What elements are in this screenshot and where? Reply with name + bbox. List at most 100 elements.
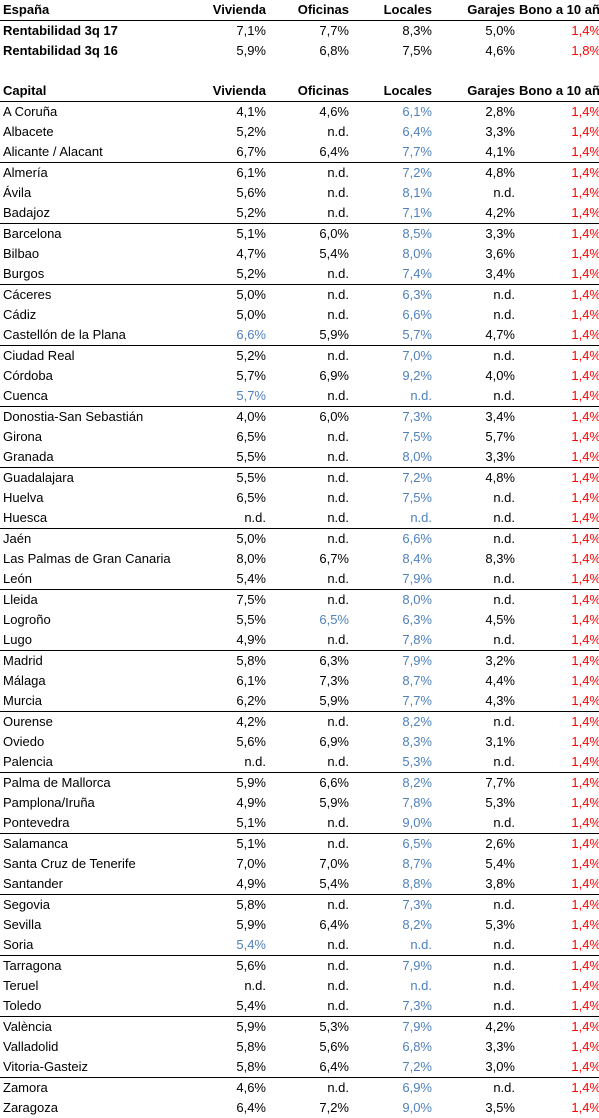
cell-oficinas: Oficinas: [268, 81, 351, 102]
cell-bono: 1,4%: [517, 691, 599, 712]
cell-garajes: 4,4%: [485, 673, 515, 688]
cell-locales: 8,0%: [402, 592, 432, 607]
cell-locales: n.d.: [351, 386, 434, 407]
cell-label: Castellón de la Plana: [0, 325, 205, 346]
cell-bono: 1,4%: [571, 612, 599, 627]
cell-garajes: 4,2%: [485, 1019, 515, 1034]
cell-oficinas: n.d.: [327, 429, 349, 444]
cell-locales: 8,3%: [402, 734, 432, 749]
cell-vivienda: 4,1%: [236, 104, 266, 119]
cell-label: Málaga: [3, 673, 46, 688]
cell-garajes: 4,7%: [434, 325, 517, 346]
table-row: Girona 6,5% n.d. 7,5% 5,7% 1,4%: [0, 427, 599, 447]
cell-vivienda: 5,5%: [236, 612, 266, 627]
table-row: Bilbao 4,7% 5,4% 8,0% 3,6% 1,4%: [0, 244, 599, 264]
cell-oficinas: 6,4%: [268, 142, 351, 163]
cell-garajes: n.d.: [493, 348, 515, 363]
table-row: Córdoba 5,7% 6,9% 9,2% 4,0% 1,4%: [0, 366, 599, 386]
cell-label: Capital: [0, 81, 205, 102]
cell-locales: 7,0%: [402, 348, 432, 363]
cell-locales: Locales: [351, 0, 434, 21]
cell-locales: 7,3%: [402, 897, 432, 912]
cell-vivienda: 6,1%: [236, 165, 266, 180]
cell-oficinas: 6,7%: [319, 551, 349, 566]
cell-locales: 7,2%: [402, 165, 432, 180]
cell-label: Huelva: [3, 490, 44, 505]
table-row: Sevilla 5,9% 6,4% 8,2% 5,3% 1,4%: [0, 915, 599, 935]
cell-oficinas: n.d.: [327, 124, 349, 139]
cell-oficinas: n.d.: [327, 470, 349, 485]
cell-bono: 1,4%: [517, 386, 599, 407]
cell-bono: 1,4%: [571, 124, 599, 139]
cell-garajes: 3,6%: [485, 246, 515, 261]
cell-label: Madrid: [3, 653, 43, 668]
cell-oficinas: n.d.: [327, 531, 349, 546]
cell-garajes: n.d.: [493, 714, 515, 729]
cell-oficinas: 7,3%: [319, 673, 349, 688]
cell-locales: 7,3%: [351, 996, 434, 1017]
cell-label: A Coruña: [3, 104, 58, 119]
cell-vivienda: 5,2%: [205, 203, 268, 224]
cell-bono: 1,4%: [517, 630, 599, 651]
cell-label: Ávila: [3, 185, 32, 200]
cell-vivienda: 5,7%: [205, 386, 268, 407]
table-row: Santander 4,9% 5,4% 8,8% 3,8% 1,4%: [0, 874, 599, 895]
cell-label: Almería: [3, 165, 48, 180]
cell-bono: Bono a 10 años: [517, 81, 599, 102]
cell-bono: 1,4%: [517, 447, 599, 468]
cell-garajes: 3,8%: [434, 874, 517, 895]
cell-bono: 1,4%: [571, 958, 599, 973]
cell-bono: 1,4%: [571, 1080, 599, 1095]
cell-bono: 1,4%: [517, 142, 599, 163]
table-row: Palma de Mallorca 5,9% 6,6% 8,2% 7,7% 1,4%: [0, 773, 599, 794]
cell-garajes: n.d.: [493, 287, 515, 302]
cell-garajes: n.d.: [434, 996, 517, 1017]
summary-section: España Vivienda Oficinas Locales Garajes Bono…: [0, 0, 599, 81]
cell-locales: 6,6%: [402, 307, 432, 322]
cell-vivienda: 6,6%: [205, 325, 268, 346]
table-row: Lugo 4,9% n.d. 7,8% n.d. 1,4%: [0, 630, 599, 651]
cell-oficinas: n.d.: [268, 996, 351, 1017]
cell-garajes: n.d.: [493, 1080, 515, 1095]
cell-oficinas: n.d.: [327, 592, 349, 607]
table-row: León 5,4% n.d. 7,9% n.d. 1,4%: [0, 569, 599, 590]
table-row: Ciudad Real 5,2% n.d. 7,0% n.d. 1,4%: [0, 346, 599, 367]
cell-oficinas: n.d.: [327, 348, 349, 363]
cell-garajes: Garajes: [434, 0, 517, 21]
table-row: Logroño 5,5% 6,5% 6,3% 4,5% 1,4%: [0, 610, 599, 630]
cell-locales: 9,2%: [402, 368, 432, 383]
cell-vivienda: Vivienda: [205, 81, 268, 102]
cell-garajes: 4,8%: [485, 165, 515, 180]
cell-label: Palencia: [0, 752, 205, 773]
summary-header-row: España Vivienda Oficinas Locales Garajes Bono…: [0, 0, 599, 21]
cell-bono: 1,4%: [571, 165, 599, 180]
cell-oficinas: n.d.: [268, 813, 351, 834]
cell-locales: 6,8%: [402, 1039, 432, 1054]
cell-garajes: n.d.: [493, 897, 515, 912]
cell-bono: 1,4%: [517, 264, 599, 285]
cell-bono: 1,4%: [571, 368, 599, 383]
cell-bono: 1,4%: [517, 996, 599, 1017]
cell-vivienda: 5,4%: [205, 569, 268, 590]
cell-garajes: n.d.: [493, 958, 515, 973]
cell-vivienda: 6,5%: [236, 429, 266, 444]
cell-bono: 1,4%: [571, 104, 599, 119]
cell-bono: 1,4%: [571, 470, 599, 485]
cell-label: Guadalajara: [3, 470, 74, 485]
cell-oficinas: n.d.: [327, 307, 349, 322]
cell-label: Las Palmas de Gran Canaria: [3, 551, 171, 566]
cell-garajes: n.d.: [493, 978, 515, 993]
table-row: Granada 5,5% n.d. 8,0% 3,3% 1,4%: [0, 447, 599, 468]
cell-locales: 7,9%: [402, 1019, 432, 1034]
cell-locales: 8,5%: [402, 226, 432, 241]
table-row: Huelva 6,5% n.d. 7,5% n.d. 1,4%: [0, 488, 599, 508]
cell-bono: 1,4%: [571, 795, 599, 810]
cell-label: Albacete: [3, 124, 54, 139]
cell-garajes: n.d.: [434, 569, 517, 590]
cell-label: León: [0, 569, 205, 590]
cell-vivienda: 5,7%: [236, 368, 266, 383]
cell-garajes: 5,3%: [485, 917, 515, 932]
cell-bono: 1,4%: [517, 203, 599, 224]
cell-vivienda: 7,0%: [236, 856, 266, 871]
cell-bono: 1,4%: [571, 429, 599, 444]
